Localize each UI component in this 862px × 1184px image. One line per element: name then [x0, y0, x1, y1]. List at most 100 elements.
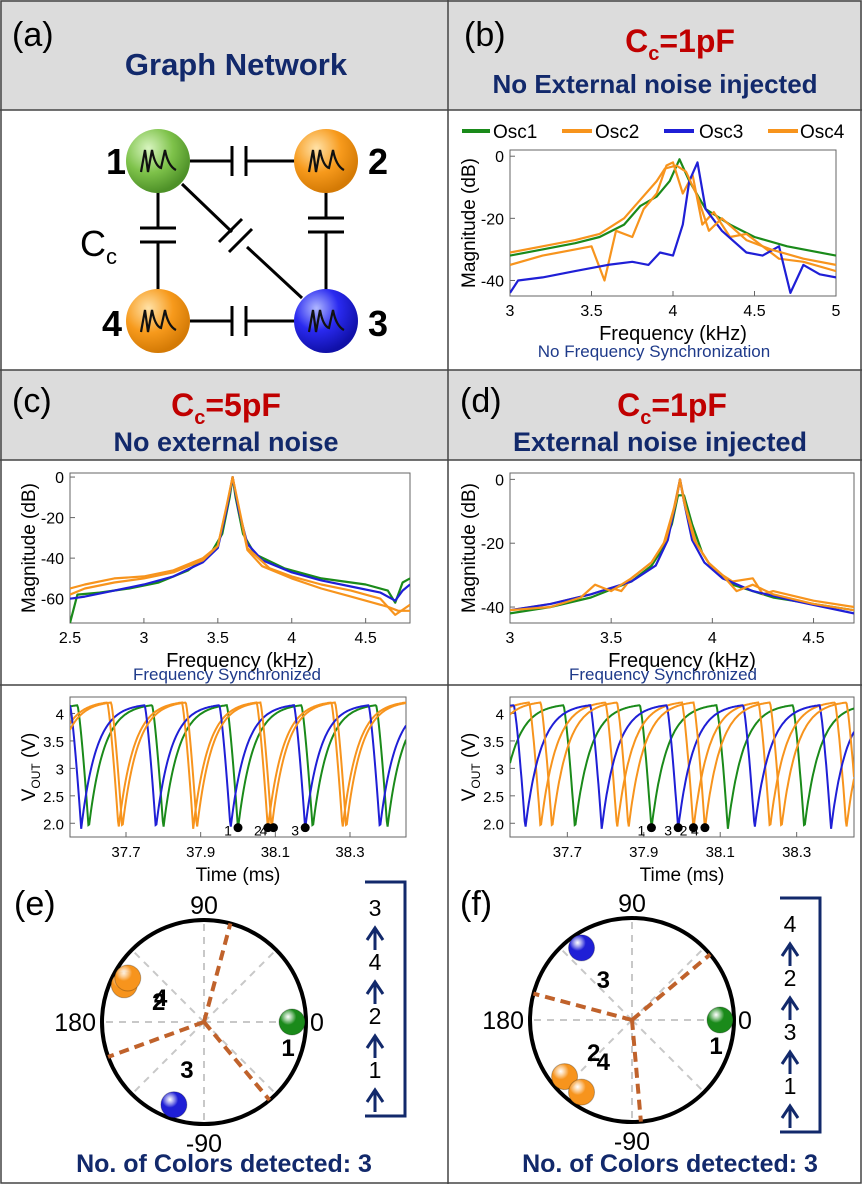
y-axis-label: Magnitude (dB): [459, 158, 480, 288]
order-arrow-icon: [780, 941, 800, 966]
phase-gridline: [131, 1021, 205, 1095]
cc-prefix: C: [171, 387, 194, 423]
waveform-osc2: [70, 701, 406, 829]
node-label: 1: [106, 141, 126, 182]
header-bg-d: [448, 370, 862, 460]
phase-diagram-e: 90 180 0 -90 1 24 3: [54, 892, 324, 1158]
x-tick-label: 4.5: [802, 630, 824, 647]
time-chart-e: 37.7 37.9 38.1 38.3 4 3.5 3 2.5 2.0 Time (ms) VOUT…: [19, 696, 407, 886]
y-tick-label: -20: [481, 211, 504, 228]
phase-gridline: [631, 947, 705, 1021]
minimum-marker: [700, 823, 710, 833]
phase-gridline: [559, 947, 633, 1021]
panel-c-cc: Cc=5pF: [171, 387, 281, 429]
phase-label-0: 0: [738, 1007, 752, 1035]
series-layer: [510, 158, 836, 294]
phase-label-180: 180: [54, 1009, 96, 1037]
y-tick-label: 3.5: [483, 734, 504, 751]
oscillator-phase-point: [568, 934, 596, 962]
series-line-osc4: [510, 478, 854, 612]
node-label: 2: [368, 141, 388, 182]
plot-area: [69, 696, 407, 838]
y-tick-label: 3: [496, 761, 504, 778]
color-divider: [630, 1019, 643, 1122]
y-axis-label: VOUT (V): [459, 733, 483, 802]
color-divider: [202, 1020, 272, 1102]
cc-sub: c: [194, 407, 205, 429]
order-arrow-icon: [780, 1049, 800, 1074]
minimum-marker: [673, 823, 683, 833]
phase-point-label: 1: [281, 1035, 294, 1062]
marker-label: 2: [254, 823, 262, 839]
x-tick-label: 3: [506, 630, 515, 647]
panel-b-subtitle: No External noise injected: [492, 69, 817, 99]
order-item: 2: [369, 1003, 382, 1029]
panel-c-label: (c): [12, 382, 52, 420]
spectrum-chart-d: 3 3.5 4 4.5 0 -20 -40 Frequency (kHz) Magnitude …: [459, 472, 855, 672]
y-tick-label: -40: [41, 551, 64, 568]
graph-edges: [140, 146, 344, 336]
x-tick-label: 5: [832, 303, 841, 320]
color-divider: [107, 1020, 205, 1059]
plot-area: [69, 472, 411, 624]
phase-label-0: 0: [310, 1009, 324, 1037]
legend-osc2: Osc2: [595, 122, 639, 143]
y-tick-label: 0: [495, 472, 504, 489]
oscillator-phase-point: [160, 1091, 188, 1119]
y-tick-label: 0: [55, 470, 64, 487]
header-bg-a: [0, 0, 448, 110]
cc-prefix: C: [625, 23, 648, 59]
cc-prefix: C: [617, 387, 640, 423]
node-label: 3: [368, 303, 388, 344]
legend-osc1: Osc1: [493, 122, 537, 143]
x-axis-label: Frequency (kHz): [599, 323, 747, 345]
cc-value: =5pF: [205, 387, 281, 423]
panel-e-footer: No. of Colors detected: 3: [76, 1150, 372, 1178]
phase-gridline: [131, 949, 205, 1023]
legend-osc4: Osc4: [800, 122, 845, 143]
x-tick-label: 4.5: [355, 630, 377, 647]
x-tick-label: 3: [506, 303, 515, 320]
legend: Osc1 Osc2 Osc3 Osc4: [462, 122, 845, 143]
minimum-marker: [268, 823, 278, 833]
y-tick-label: 2.5: [483, 789, 504, 806]
x-tick-label: 37.9: [186, 844, 215, 861]
waveform-osc2: [510, 701, 854, 829]
cc-sub: c: [640, 407, 651, 429]
waveform-osc1: [510, 704, 854, 829]
x-tick-label: 38.3: [335, 844, 364, 861]
color-divider: [532, 991, 633, 1022]
color-divider: [202, 922, 233, 1023]
panel-a-label: (a): [12, 16, 54, 54]
waveform-osc3: [510, 704, 854, 829]
x-axis-label: Time (ms): [640, 865, 725, 886]
x-tick-label: 3.5: [600, 630, 622, 647]
y-tick-label: 2.5: [43, 789, 64, 806]
phase-point-label: 3: [597, 967, 610, 994]
y-tick-label: -60: [41, 592, 64, 609]
series-layer: [70, 476, 410, 623]
plot-area: [509, 696, 855, 838]
node-3: 3: [294, 289, 388, 353]
y-tick-label: 4: [56, 706, 64, 723]
series-line-osc2: [510, 161, 836, 282]
oscillator-waveform-icon: [139, 309, 177, 333]
panel-d-cc: Cc=1pF: [617, 387, 727, 429]
phase-label-90: 90: [190, 892, 218, 920]
minimum-marker: [688, 823, 698, 833]
x-tick-label: 38.1: [706, 844, 735, 861]
order-column-f: 4 2 3 1: [780, 896, 822, 1134]
y-axis-label-unit: (V): [19, 733, 40, 764]
order-item: 4: [369, 949, 382, 975]
oscillator-waveform-icon: [139, 149, 177, 173]
oscillator-node-icon: [294, 129, 358, 193]
y-tick-label: -20: [41, 511, 64, 528]
plot-area: [509, 472, 855, 624]
x-tick-label: 37.9: [629, 844, 658, 861]
series-line-osc4: [510, 164, 836, 266]
x-tick-label: 3.5: [580, 303, 602, 320]
y-tick-label: 2.0: [43, 816, 64, 833]
order-item: 3: [369, 895, 382, 921]
x-tick-label: 38.3: [782, 844, 811, 861]
